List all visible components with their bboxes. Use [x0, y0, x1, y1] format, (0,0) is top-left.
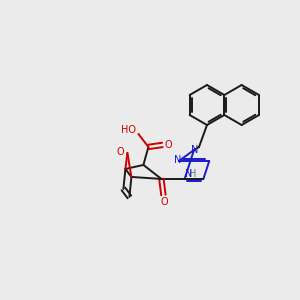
Text: H: H — [189, 169, 196, 179]
Text: HO: HO — [121, 125, 136, 135]
Text: N: N — [174, 155, 182, 165]
Text: N: N — [191, 145, 199, 155]
Text: O: O — [160, 197, 168, 207]
Text: N: N — [185, 169, 192, 179]
Text: O: O — [117, 147, 124, 157]
Text: O: O — [165, 140, 172, 150]
